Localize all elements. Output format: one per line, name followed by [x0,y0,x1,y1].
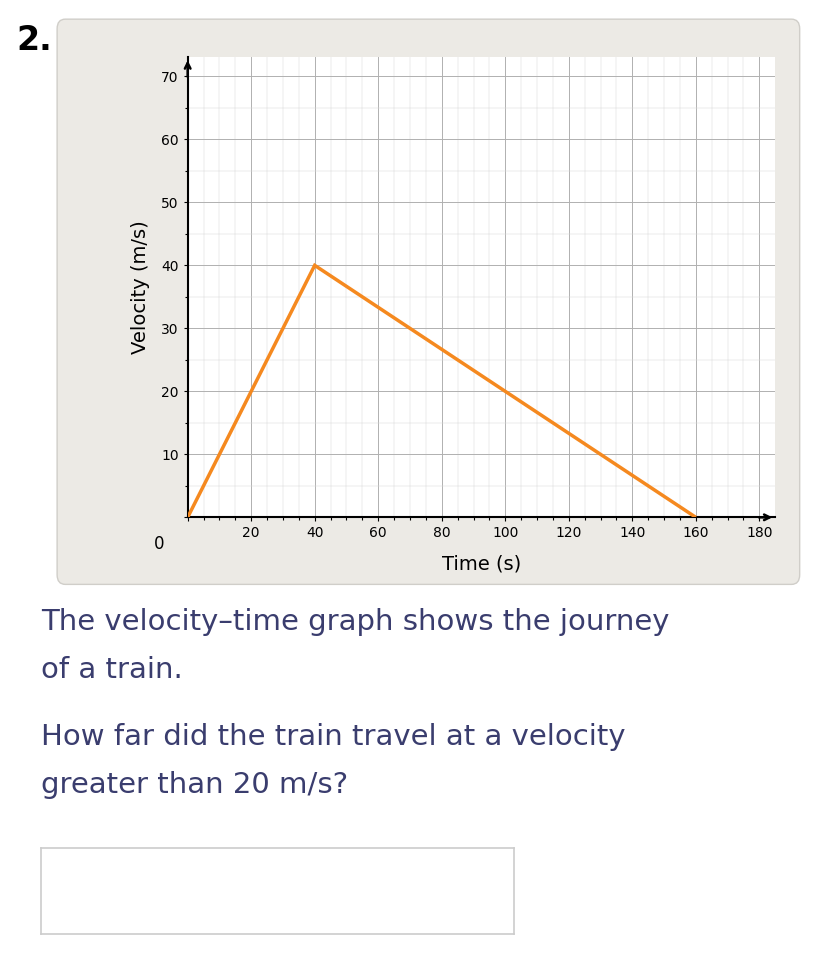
Text: How far did the train travel at a velocity: How far did the train travel at a veloci… [41,723,625,751]
Text: 2.: 2. [16,24,52,57]
X-axis label: Time (s): Time (s) [441,555,521,573]
Y-axis label: Velocity (m/s): Velocity (m/s) [131,220,150,354]
Text: greater than 20 m/s?: greater than 20 m/s? [41,771,348,799]
Text: of a train.: of a train. [41,656,183,684]
Text: The velocity–time graph shows the journey: The velocity–time graph shows the journe… [41,608,669,636]
Text: 0: 0 [154,535,164,553]
